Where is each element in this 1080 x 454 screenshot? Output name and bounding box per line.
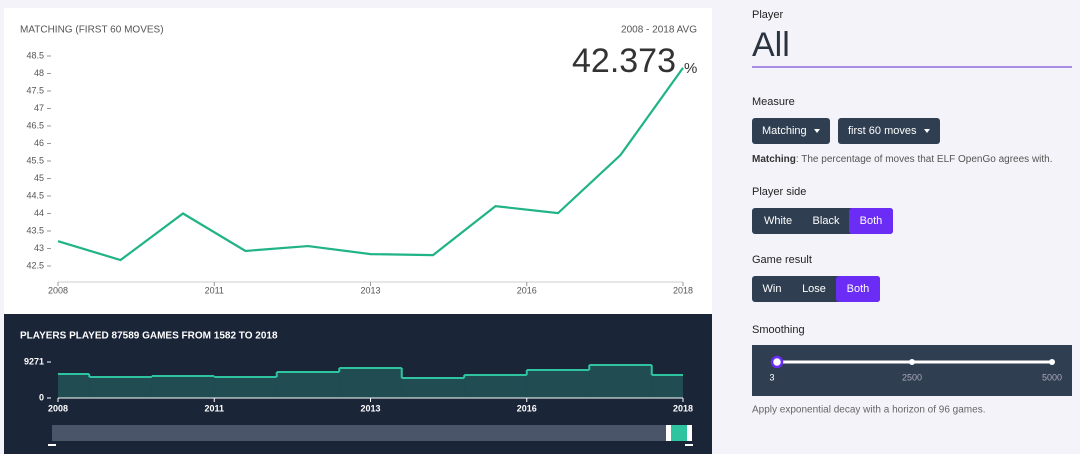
x-tick-label: 2013	[360, 403, 380, 413]
y-tick-label: 48	[34, 68, 44, 78]
y-tick-label: 48.5	[26, 50, 44, 60]
bar	[89, 377, 152, 398]
side-label: Player side	[752, 186, 806, 198]
brush-handle[interactable]	[687, 425, 692, 441]
slider-dot	[1049, 359, 1055, 365]
bar	[151, 375, 215, 398]
line-series	[57, 67, 684, 262]
x-tick-label: 2016	[517, 403, 537, 413]
brush-marker	[48, 444, 56, 446]
y-tick-label: 0	[39, 392, 44, 402]
segment-active	[849, 208, 893, 234]
y-tick-label: 46.5	[26, 120, 44, 130]
slider-knob[interactable]	[770, 355, 784, 369]
smoothing-label: Smoothing	[752, 324, 805, 336]
y-tick-label: 45.5	[26, 155, 44, 165]
segment[interactable]: Black	[813, 215, 840, 227]
result-label: Game result	[752, 254, 812, 266]
chart-title: MATCHING (FIRST 60 MOVES)	[20, 25, 164, 36]
button-text: first 60 moves	[848, 125, 917, 137]
slider-tick: 3	[769, 372, 774, 382]
games-title: PLAYERS PLAYED 87589 GAMES FROM 1582 TO …	[20, 331, 278, 342]
brush-track[interactable]	[52, 425, 692, 441]
caret	[814, 129, 820, 133]
slider-dot	[909, 359, 915, 365]
bar	[276, 371, 340, 398]
slider-tick: 5000	[1042, 372, 1062, 382]
segment[interactable]: White	[764, 215, 792, 227]
bar	[214, 377, 277, 398]
bar	[651, 375, 683, 398]
slider-box	[752, 345, 1072, 396]
caret	[924, 129, 930, 133]
brush-marker	[685, 444, 693, 446]
x-tick-label: 2008	[48, 285, 68, 295]
x-tick-label: 2011	[205, 285, 224, 295]
y-tick-label: 46	[34, 138, 44, 148]
segment[interactable]: Lose	[802, 283, 826, 295]
y-tick-label: 43.5	[26, 225, 44, 235]
line-card	[4, 8, 712, 314]
y-tick-label: 47	[34, 103, 44, 113]
slider-tick: 2500	[902, 372, 922, 382]
y-tick-label: 47.5	[26, 85, 44, 95]
bar	[526, 369, 590, 398]
description-term: Matching	[752, 154, 796, 165]
smoothing-note: Apply exponential decay with a horizon o…	[752, 405, 985, 416]
bar	[339, 367, 402, 398]
big-unit: %	[684, 60, 697, 77]
segment[interactable]: Win	[763, 283, 782, 295]
player-input[interactable]: All	[752, 26, 790, 64]
measure-label: Measure	[752, 96, 795, 108]
button-text: Matching	[762, 125, 807, 137]
brush-selection[interactable]	[666, 425, 692, 441]
segment-active	[836, 276, 880, 302]
measure-button[interactable]	[838, 118, 940, 144]
brush-handle[interactable]	[666, 425, 671, 441]
x-tick-label: 2011	[204, 403, 224, 413]
description-text: : The percentage of moves that ELF OpenG…	[796, 154, 1053, 165]
x-tick-label: 2018	[673, 403, 693, 413]
bar	[464, 375, 527, 398]
description: Matching: The percentage of moves that E…	[752, 154, 1053, 165]
y-tick-label: 44.5	[26, 190, 44, 200]
y-tick-label: 45	[34, 173, 44, 183]
x-tick-label: 2008	[48, 403, 68, 413]
x-tick-label: 2018	[673, 285, 693, 295]
measure-button[interactable]	[752, 118, 830, 144]
bar	[58, 373, 90, 398]
y-tick-label: 42.5	[26, 260, 44, 270]
player-label: Player	[752, 9, 784, 21]
y-tick-label: 43	[34, 243, 44, 253]
y-tick-label: 9271	[24, 356, 44, 366]
bar	[401, 377, 465, 398]
x-tick-label: 2016	[517, 285, 537, 295]
segment[interactable]: Both	[847, 283, 870, 295]
big-value: 42.373	[572, 42, 676, 80]
segment[interactable]: Both	[860, 215, 883, 227]
bar	[589, 365, 652, 398]
x-tick-label: 2013	[360, 285, 380, 295]
range-label: 2008 - 2018 AVG	[621, 25, 697, 36]
y-tick-label: 44	[34, 208, 44, 218]
